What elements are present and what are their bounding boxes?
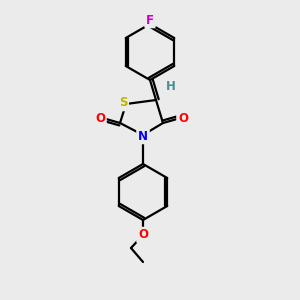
Text: F: F (146, 14, 154, 26)
Text: O: O (138, 229, 148, 242)
Text: H: H (166, 80, 176, 94)
Text: N: N (138, 130, 148, 142)
Text: O: O (178, 112, 188, 125)
Text: S: S (119, 97, 127, 110)
Text: O: O (95, 112, 105, 125)
